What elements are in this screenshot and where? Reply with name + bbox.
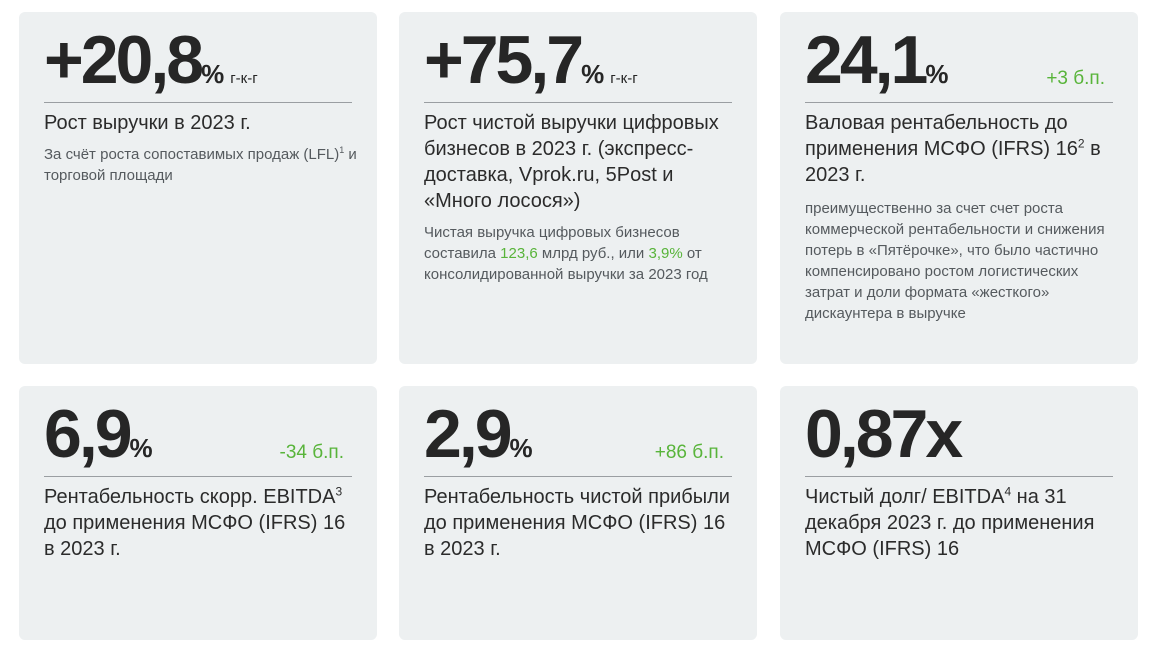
footnote-ref: 4	[1004, 484, 1012, 499]
kpi-card-digital-revenue-growth: +75,7% г-к-г Рост чистой выручки цифровых…	[399, 12, 757, 364]
kpi-value: +20,8% г-к-г	[44, 22, 258, 98]
kpi-header: +75,7% г-к-г	[424, 26, 732, 103]
kpi-value: 24,1%	[805, 22, 949, 98]
kpi-header: +20,8% г-к-г	[44, 26, 352, 103]
kpi-card-net-debt-ebitda: 0,87x Чистый долг/ EBITDA4 на 31 декабря…	[780, 386, 1138, 640]
kpi-card-ebitda-margin: 6,9% -34 б.п. Рентабельность скорр. EBIT…	[19, 386, 377, 640]
kpi-title: Валовая рентабельность до применения МСФ…	[805, 112, 1101, 186]
kpi-note: Чистая выручка цифровых бизнесов состави…	[424, 224, 708, 283]
kpi-value: 6,9%	[44, 396, 153, 472]
percent-sign: %	[201, 59, 225, 89]
footnote-ref: 3	[335, 484, 343, 499]
yoy-suffix: г-к-г	[610, 70, 638, 87]
footnote-ref: 2	[1077, 136, 1085, 151]
percent-sign: %	[129, 433, 153, 463]
kpi-delta: -34 б.п.	[279, 442, 344, 463]
kpi-value: +75,7% г-к-г	[424, 22, 638, 98]
kpi-note: За счёт роста сопоставимых продаж (LFL)1…	[44, 145, 357, 185]
footnote-ref: 1	[339, 145, 345, 155]
kpi-title: Рентабельность чистой прибыли до примене…	[424, 486, 730, 560]
kpi-title: Рентабельность скорр. EBITDA3 до примене…	[44, 484, 346, 560]
kpi-card-revenue-growth: +20,8% г-к-г Рост выручки в 2023 г. За сч…	[19, 12, 377, 364]
percent-sign: %	[509, 433, 533, 463]
kpi-card-gross-margin: 24,1% +3 б.п. Валовая рентабельность до …	[780, 12, 1138, 364]
percent-sign: %	[925, 59, 949, 89]
kpi-header: 6,9% -34 б.п.	[44, 400, 352, 477]
kpi-title: Рост чистой выручки цифровых бизнесов в …	[424, 112, 719, 212]
percent-sign: %	[581, 59, 605, 89]
yoy-suffix: г-к-г	[230, 70, 258, 87]
kpi-header: 0,87x	[805, 400, 1113, 477]
kpi-value: 0,87x	[805, 396, 963, 472]
kpi-delta: +86 б.п.	[654, 442, 724, 463]
kpi-header: 24,1% +3 б.п.	[805, 26, 1113, 103]
kpi-delta: +3 б.п.	[1046, 68, 1105, 89]
kpi-note: преимущественно за счет счет роста комме…	[805, 200, 1105, 322]
kpi-value: 2,9%	[424, 396, 533, 472]
kpi-header: 2,9% +86 б.п.	[424, 400, 732, 477]
kpi-title: Чистый долг/ EBITDA4 на 31 декабря 2023 …	[805, 484, 1095, 560]
kpi-title: Рост выручки в 2023 г.	[44, 112, 251, 134]
kpi-card-net-profit-margin: 2,9% +86 б.п. Рентабельность чистой приб…	[399, 386, 757, 640]
highlight-value: 123,6	[500, 245, 538, 262]
highlight-value: 3,9%	[648, 245, 683, 262]
